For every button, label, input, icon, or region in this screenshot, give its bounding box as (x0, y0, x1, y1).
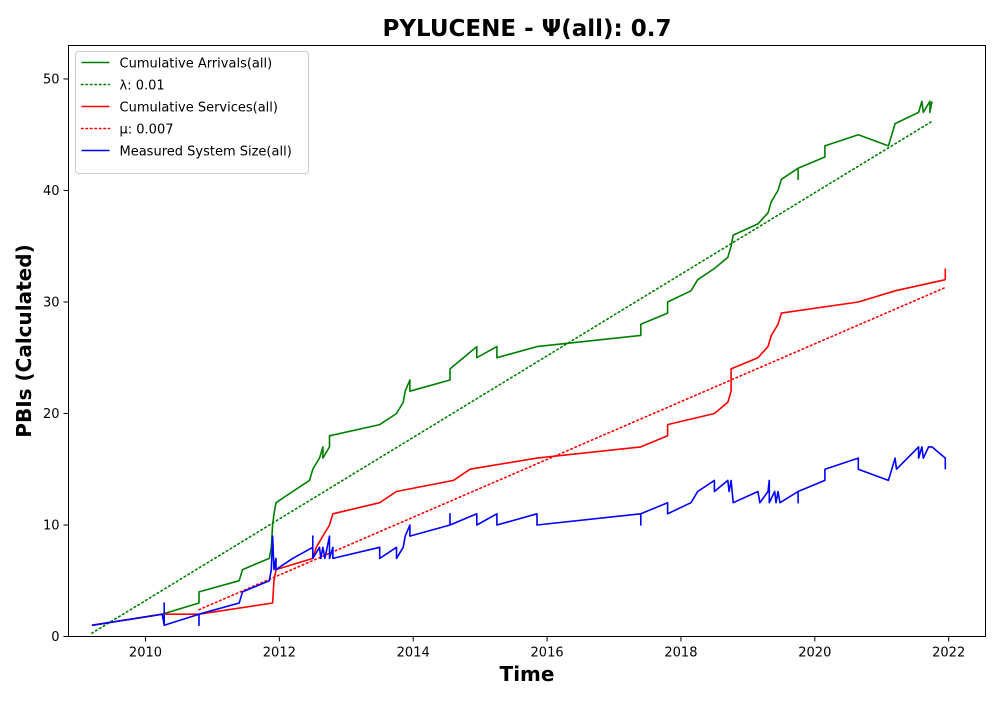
series-line-3 (198, 286, 947, 611)
series-line-0 (91, 100, 933, 627)
x-tick-label-5: 2020 (798, 646, 831, 661)
y-tick-label-0: 0 (51, 630, 59, 645)
y-tick-label-4: 40 (43, 184, 60, 199)
legend: Cumulative Arrivals(all) λ: 0.01 Cumulativ… (75, 51, 309, 174)
x-tick-label-6: 2022 (932, 646, 965, 661)
x-tick-label-0: 2010 (129, 646, 162, 661)
legend-label-2: Cumulative Services(all) (120, 101, 278, 116)
series-line-1 (91, 120, 933, 634)
y-tick-label-5: 50 (43, 72, 60, 87)
x-axis-label: Time (500, 662, 555, 686)
legend-label-3: μ: 0.007 (120, 123, 174, 138)
legend-label-0: Cumulative Arrivals(all) (120, 57, 273, 72)
x-tick-label-3: 2016 (531, 646, 564, 661)
x-tick-label-4: 2018 (664, 646, 697, 661)
y-tick-label-2: 20 (43, 407, 60, 422)
legend-label-4: Measured System Size(all) (120, 145, 292, 160)
chart-title: PYLUCENE - Ψ(all): 0.7 (383, 16, 672, 42)
legend-label-1: λ: 0.01 (120, 79, 165, 94)
y-tick-label-3: 30 (43, 295, 60, 310)
x-tick-label-2: 2014 (397, 646, 430, 661)
y-tick-label-1: 10 (43, 518, 60, 533)
plot-frame (68, 45, 986, 637)
y-axis-label: PBIs (Calculated) (12, 244, 36, 437)
legend-box (75, 51, 309, 174)
series-line-4 (91, 446, 947, 627)
x-tick-label-1: 2012 (263, 646, 296, 661)
series-line-2 (91, 268, 947, 627)
